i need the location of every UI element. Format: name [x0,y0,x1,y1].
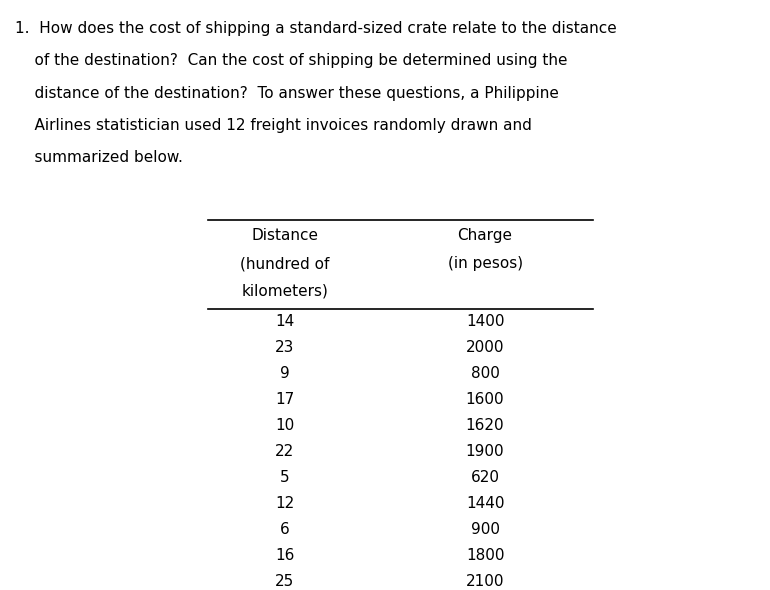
Text: 22: 22 [276,444,294,459]
Text: Distance: Distance [251,228,319,243]
Text: 12: 12 [276,496,294,511]
Text: (in pesos): (in pesos) [447,256,523,271]
Text: 6: 6 [280,522,290,537]
Text: Charge: Charge [457,228,513,243]
Text: 5: 5 [280,470,290,485]
Text: 9: 9 [280,366,290,381]
Text: 900: 900 [470,522,500,537]
Text: 14: 14 [276,314,294,329]
Text: 1400: 1400 [466,314,504,329]
Text: 620: 620 [470,470,500,485]
Text: 1620: 1620 [466,418,504,433]
Text: 1440: 1440 [466,496,504,511]
Text: Airlines statistician used 12 freight invoices randomly drawn and: Airlines statistician used 12 freight in… [15,118,532,133]
Text: 1600: 1600 [466,392,504,407]
Text: 25: 25 [276,574,294,589]
Text: 1800: 1800 [466,548,504,563]
Text: 1900: 1900 [466,444,504,459]
Text: 2000: 2000 [466,340,504,355]
Text: 800: 800 [470,366,500,381]
Text: 1.  How does the cost of shipping a standard-sized crate relate to the distance: 1. How does the cost of shipping a stand… [15,21,617,35]
Text: (hundred of: (hundred of [240,256,330,271]
Text: summarized below.: summarized below. [15,150,183,165]
Text: kilometers): kilometers) [242,284,328,299]
Text: of the destination?  Can the cost of shipping be determined using the: of the destination? Can the cost of ship… [15,53,568,68]
Text: distance of the destination?  To answer these questions, a Philippine: distance of the destination? To answer t… [15,86,559,100]
Text: 17: 17 [276,392,294,407]
Text: 2100: 2100 [466,574,504,589]
Text: 16: 16 [275,548,295,563]
Text: 23: 23 [275,340,295,355]
Text: 10: 10 [276,418,294,433]
